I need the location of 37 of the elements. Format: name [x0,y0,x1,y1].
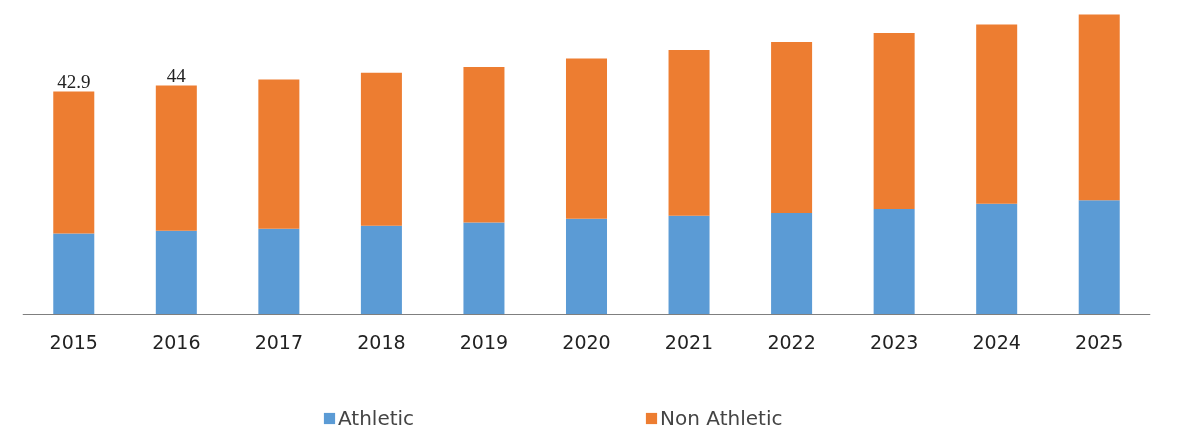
x-tick-label: 2025 [1075,330,1124,353]
x-tick-label: 2019 [459,330,509,353]
bar [360,72,402,226]
annotation: 44 [166,64,187,86]
bar [1078,200,1120,315]
bar [258,79,300,229]
bar [155,230,197,315]
bar [53,91,95,234]
bar [771,42,813,214]
bar [873,33,915,209]
x-tick-label: 2024 [972,330,1021,353]
bar [1078,14,1120,201]
bar [976,24,1018,204]
bar [565,218,608,315]
x-tick-label: 2016 [152,330,201,353]
bar [771,213,813,315]
bar [258,228,300,315]
x-tick-label: 2022 [767,330,816,353]
legend-label: Non Athletic [660,406,783,430]
bar [976,203,1018,315]
x-tick-label: 2023 [869,330,919,353]
bar [668,49,710,216]
bar [53,233,95,315]
bar [463,222,505,315]
bar [565,58,608,219]
x-tick-label: 2017 [254,330,304,353]
x-tick-label: 2015 [49,330,98,353]
bar [463,67,505,223]
legend-label: Athletic [338,406,415,430]
bar [360,225,402,315]
bar [873,208,915,315]
x-tick-label: 2021 [664,330,714,353]
bar [155,85,197,231]
annotation: 42.9 [57,70,91,92]
x-tick-label: 2020 [562,330,611,353]
x-tick-label: 2018 [357,330,406,353]
bar [668,215,710,315]
